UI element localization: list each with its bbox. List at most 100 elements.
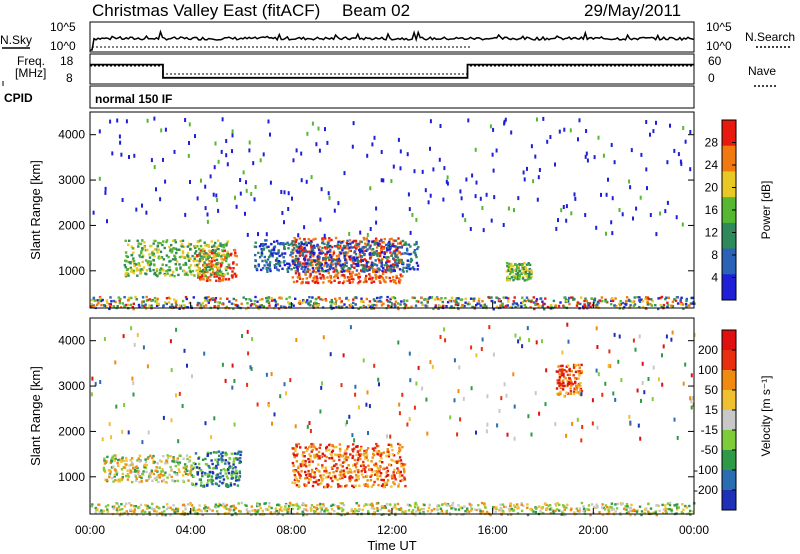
power-cell bbox=[450, 297, 454, 300]
velocity-cell bbox=[172, 504, 175, 507]
nave-label: Nave bbox=[748, 64, 776, 78]
power-cell bbox=[450, 300, 453, 303]
power-cell bbox=[596, 303, 599, 306]
velocity-cell bbox=[595, 326, 598, 331]
power-cell bbox=[294, 254, 298, 258]
velocity-cell bbox=[140, 480, 143, 483]
velocity-cell bbox=[558, 373, 561, 376]
power-cell bbox=[525, 263, 529, 266]
power-cell bbox=[233, 272, 236, 276]
velocity-cell bbox=[217, 475, 221, 479]
power-cell bbox=[314, 271, 317, 274]
power-cell bbox=[196, 301, 200, 305]
power-cell bbox=[317, 126, 320, 131]
power-cell bbox=[372, 280, 376, 283]
power-cell bbox=[321, 268, 324, 272]
velocity-cell bbox=[288, 504, 291, 508]
power-cell bbox=[671, 305, 675, 308]
power-cell bbox=[613, 304, 616, 307]
power-cell bbox=[314, 301, 317, 304]
velocity-cell bbox=[294, 475, 297, 478]
velocity-cell bbox=[313, 505, 316, 509]
power-cell bbox=[155, 302, 159, 305]
colorbar-swatch bbox=[722, 330, 736, 351]
velocity-cell bbox=[422, 507, 425, 511]
velocity-cell bbox=[361, 463, 364, 466]
velocity-cell bbox=[182, 503, 186, 506]
power-cell bbox=[164, 127, 167, 132]
velocity-cell bbox=[177, 439, 180, 444]
power-cell bbox=[153, 271, 157, 275]
power-cell bbox=[362, 245, 366, 249]
velocity-cell bbox=[319, 506, 322, 509]
power-cell bbox=[320, 187, 323, 192]
power-cell bbox=[162, 304, 165, 307]
velocity-cell bbox=[224, 378, 227, 383]
velocity-cell bbox=[561, 350, 564, 355]
power-cell bbox=[369, 257, 372, 260]
power-cell bbox=[363, 305, 366, 308]
power-cell bbox=[261, 249, 264, 252]
power-cell bbox=[516, 273, 519, 276]
power-cell bbox=[175, 303, 178, 307]
power-cell bbox=[623, 306, 626, 309]
colorbar-swatch bbox=[722, 350, 736, 371]
power-cell bbox=[362, 266, 365, 269]
velocity-cell bbox=[408, 503, 411, 507]
velocity-cell bbox=[470, 345, 473, 350]
velocity-cell bbox=[132, 504, 136, 508]
velocity-cell bbox=[104, 505, 108, 508]
velocity-cell bbox=[572, 366, 576, 369]
power-cell bbox=[312, 269, 315, 272]
velocity-cell bbox=[297, 442, 301, 446]
velocity-cell bbox=[431, 364, 434, 369]
power-cell bbox=[378, 243, 382, 246]
velocity-cell bbox=[402, 463, 405, 466]
power-cell bbox=[349, 242, 352, 245]
velocity-cell bbox=[318, 483, 321, 486]
power-cell bbox=[399, 273, 402, 276]
power-cell bbox=[345, 269, 348, 272]
velocity-cell bbox=[494, 510, 497, 514]
velocity-cell bbox=[185, 454, 189, 457]
power-cell bbox=[426, 301, 429, 304]
velocity-cell bbox=[224, 469, 227, 472]
colorbar-swatch bbox=[722, 145, 736, 172]
velocity-cell bbox=[399, 507, 403, 510]
velocity-cell bbox=[308, 453, 311, 456]
power-cell bbox=[204, 267, 208, 271]
power-cell bbox=[319, 249, 323, 252]
power-cell bbox=[171, 249, 174, 253]
velocity-cell bbox=[291, 481, 294, 484]
velocity-cell bbox=[375, 450, 379, 453]
velocity-cell bbox=[217, 458, 220, 461]
power-cell bbox=[207, 295, 210, 299]
velocity-cell bbox=[616, 502, 619, 506]
power-cell bbox=[638, 296, 641, 299]
velocity-cell bbox=[668, 501, 672, 505]
velocity-cell bbox=[158, 459, 162, 462]
velocity-cell bbox=[326, 475, 330, 479]
power-cell bbox=[399, 149, 402, 154]
power-cell bbox=[343, 256, 346, 260]
power-cell bbox=[389, 280, 392, 283]
velocity-cell bbox=[566, 379, 569, 383]
velocity-cell bbox=[688, 504, 691, 508]
power-cell bbox=[632, 304, 636, 307]
velocity-cell bbox=[115, 508, 119, 511]
velocity-cell bbox=[250, 513, 253, 516]
power-cell bbox=[249, 304, 253, 307]
velocity-cell bbox=[291, 447, 294, 450]
power-cell bbox=[301, 262, 305, 265]
power-cell bbox=[329, 277, 333, 280]
power-cell bbox=[475, 180, 478, 185]
power-cell bbox=[175, 267, 178, 270]
power-cell bbox=[207, 245, 211, 248]
velocity-cell bbox=[365, 484, 368, 487]
power-cell bbox=[287, 191, 290, 196]
power-cell bbox=[520, 272, 524, 275]
velocity-cell bbox=[283, 508, 286, 511]
power-cell bbox=[685, 299, 688, 302]
velocity-cell bbox=[208, 508, 211, 511]
power-cell bbox=[636, 296, 639, 299]
